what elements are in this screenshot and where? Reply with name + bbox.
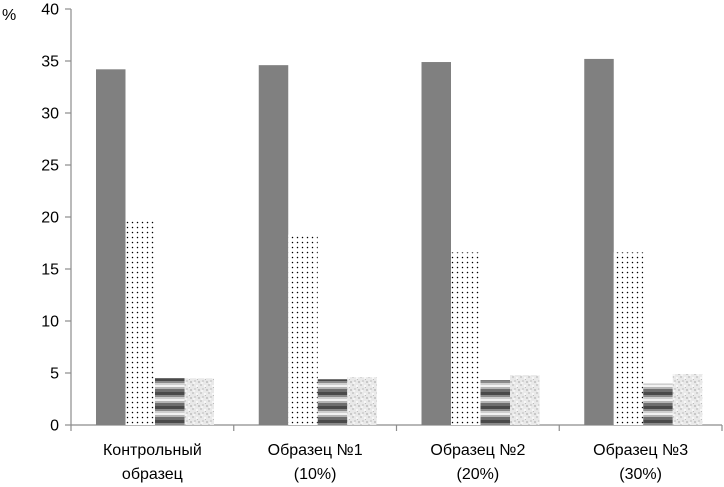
bar-series-3-bar (480, 380, 510, 425)
x-category-label-line: Образец №1 (268, 442, 363, 459)
bar-series-2-bar (125, 219, 155, 425)
x-category-label-line: Контрольный (103, 442, 202, 459)
y-tick-label: 25 (41, 158, 59, 175)
x-category-label-line: (20%) (457, 466, 500, 483)
y-tick-label: 0 (50, 418, 59, 435)
y-axis-label: % (2, 7, 16, 24)
x-category-label-line: образец (122, 466, 183, 483)
y-tick-label: 20 (41, 210, 59, 227)
x-category-label-line: Образец №3 (593, 442, 688, 459)
y-tick-label: 40 (41, 2, 59, 19)
y-tick-label: 35 (41, 54, 59, 71)
x-category-label: Образец №2 (20%) (430, 442, 525, 483)
bar-series-1-bar (96, 69, 126, 425)
x-category-label-line: (10%) (294, 466, 337, 483)
bar-series-2-bar (288, 234, 318, 425)
y-tick-label: 30 (41, 106, 59, 123)
bar-series-3-bar (155, 378, 185, 425)
bar-series-1-bar (258, 65, 289, 425)
bar-series-4-bar (184, 378, 214, 425)
x-category-label: Образец №1 (10%) (268, 442, 363, 483)
y-tick-label: 5 (50, 366, 59, 383)
bar-series-1-bar (421, 62, 451, 425)
labels: 0 5 10 15 20 25 30 35 40% Контрольный образец Образ… (2, 2, 688, 484)
bar-series-4-bar (347, 377, 377, 425)
x-category-label-line: Образец №2 (430, 442, 525, 459)
x-category-label-line: (30%) (619, 466, 662, 483)
bar-series-1-bar (584, 58, 614, 426)
bar-series-4-bar (672, 374, 703, 425)
x-category-label: Образец №3 (30%) (593, 442, 688, 483)
x-category-label: Контрольный образец (103, 442, 202, 483)
bar-series-3-bar (317, 379, 348, 425)
bar-series-2-bar (613, 252, 644, 425)
y-tick-label: 10 (41, 314, 59, 331)
bar-series-4-bar (510, 375, 540, 425)
bar-series-2-bar (451, 252, 481, 425)
bars (96, 58, 703, 426)
y-tick-label: 15 (41, 262, 59, 279)
bar-series-3-bar (643, 383, 673, 425)
